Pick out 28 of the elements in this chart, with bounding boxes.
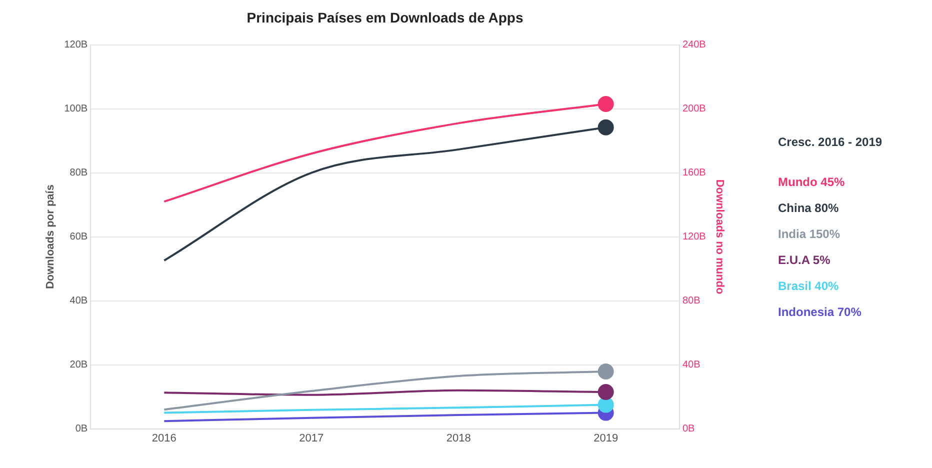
y2-tick-label: 80B [682,296,701,307]
chart-title: Principais Países em Downloads de Apps [246,9,524,26]
y2-tick-label: 240B [682,40,706,51]
y-tick-label: 80B [70,168,88,179]
x-tick-label: 2018 [446,432,471,444]
y-tick-label: 40B [70,296,88,307]
y2-tick-label: 200B [682,104,706,115]
x-tick-label: 2019 [594,432,618,444]
y2-tick-label: 160B [682,168,706,179]
y-tick-label: 100B [64,104,88,115]
text: E.U.A 5% [778,253,832,267]
y2-tick-label: 120B [682,232,706,243]
y-tick-label: 60B [70,232,88,243]
x-tick-label: 2016 [152,432,176,444]
text: Brasil 40% [778,279,840,293]
y-tick-label: 120B [64,40,88,51]
legend-title: Cresc. 2016 - 2019 [778,135,882,149]
y-axis-title: Downloads por país [44,184,57,290]
y-tick-label: 20B [70,360,88,371]
y2-axis-title: Downloads no mundo [713,179,726,295]
text: China 80% [778,201,840,215]
text: India 150% [778,227,842,241]
y2-tick-label: 0B [682,424,696,435]
y-tick-label: 0B [75,424,88,435]
text: Indonesia 70% [778,305,862,319]
text: Mundo 45% [778,175,846,189]
x-tick-label: 2017 [299,432,324,444]
y2-tick-label: 40B [682,360,701,371]
